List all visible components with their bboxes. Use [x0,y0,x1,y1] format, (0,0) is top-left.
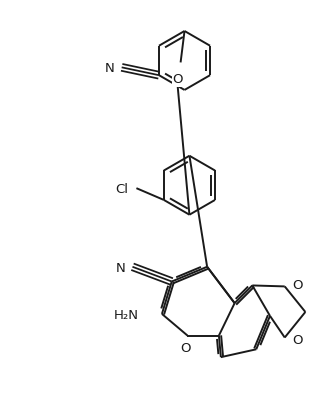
Text: Cl: Cl [116,183,129,196]
Text: N: N [105,62,115,75]
Text: O: O [180,342,191,355]
Text: O: O [293,335,303,347]
Text: O: O [173,73,183,86]
Text: O: O [293,280,303,293]
Text: H₂N: H₂N [113,309,138,322]
Text: N: N [116,262,125,275]
